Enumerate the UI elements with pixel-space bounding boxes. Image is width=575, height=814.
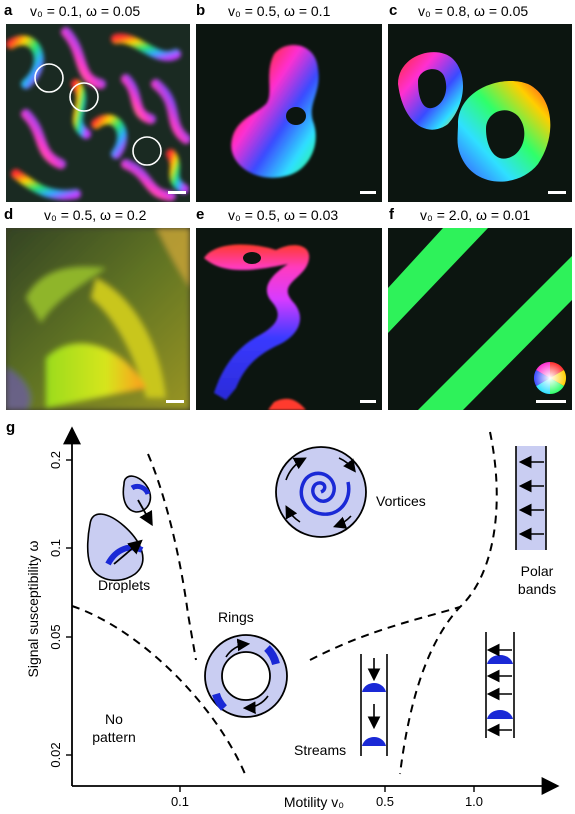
panel-label-f: f: [389, 206, 394, 223]
region-label-rings: Rings: [218, 609, 254, 625]
boundary-rings-vortices: [310, 607, 460, 660]
panel-label-a: a: [4, 2, 12, 19]
y-tick-label-0.02: 0.02: [48, 742, 63, 767]
ring-icon: [205, 635, 287, 717]
streams-icon: [361, 654, 387, 756]
panel-d-image: [6, 228, 190, 410]
panel-d-pattern: [6, 228, 190, 410]
panel-title-b: v₀ = 0.5, ω = 0.1: [228, 3, 330, 19]
panel-label-b: b: [196, 2, 205, 19]
region-label-polar: Polar: [521, 563, 554, 579]
color-wheel-icon: [534, 362, 566, 394]
panel-f-image: [388, 228, 572, 410]
scalebar-a: [168, 191, 186, 194]
panel-b-image: [196, 24, 382, 202]
droplet-icon-small: [123, 476, 151, 523]
panel-title-d: v₀ = 0.5, ω = 0.2: [44, 207, 146, 223]
vortex-icon: [276, 447, 366, 537]
panel-c-image: [388, 24, 572, 202]
panel-title-e: v₀ = 0.5, ω = 0.03: [228, 207, 338, 223]
panel-label-c: c: [389, 2, 397, 19]
region-label-pattern: pattern: [92, 729, 136, 745]
boundary-polar-bands: [400, 432, 497, 774]
x-tick-label-0.1: 0.1: [171, 794, 189, 809]
y-tick-label-0.2: 0.2: [48, 451, 63, 469]
droplet-icon-large: [88, 514, 143, 580]
region-label-droplets: Droplets: [98, 577, 150, 593]
panel-title-a: v₀ = 0.1, ω = 0.05: [30, 3, 140, 19]
phase-diagram: 0.2 0.1 0.05 0.02 0.1 0.5 1.0 Signal sus…: [0, 414, 575, 814]
panel-e-image: [196, 228, 382, 410]
polar-bands-icon-lower: [486, 632, 514, 738]
region-label-streams: Streams: [294, 742, 346, 758]
panel-f-polar-band-pattern: [388, 228, 572, 410]
y-axis-label: Signal susceptibility ω: [25, 540, 41, 677]
panel-title-f: v₀ = 2.0, ω = 0.01: [420, 207, 530, 223]
scalebar-d: [166, 400, 184, 403]
panel-e-stream-pattern: [196, 228, 382, 410]
region-label-no: No: [105, 711, 123, 727]
scalebar-f: [536, 400, 566, 403]
y-tick-label-0.1: 0.1: [48, 539, 63, 557]
panel-c-ring-pattern: [388, 24, 572, 202]
x-tick-label-0.5: 0.5: [376, 794, 394, 809]
x-tick-label-1.0: 1.0: [465, 794, 483, 809]
panel-b-droplet-pattern: [196, 24, 382, 202]
boundary-droplets-rings: [148, 454, 196, 660]
scalebar-b: [360, 191, 376, 194]
panel-a-pattern: [6, 24, 190, 202]
region-label-vortices: Vortices: [376, 493, 426, 509]
x-axis-label: Motility v₀: [284, 794, 344, 810]
region-label-bands: bands: [518, 581, 556, 597]
y-tick-label-0.05: 0.05: [48, 624, 63, 649]
panel-title-c: v₀ = 0.8, ω = 0.05: [418, 3, 528, 19]
panel-label-d: d: [4, 206, 13, 223]
panel-label-e: e: [196, 206, 204, 223]
scalebar-e: [360, 400, 376, 403]
scalebar-c: [548, 191, 566, 194]
polar-bands-icon-upper: [516, 446, 546, 550]
panel-a-image: [6, 24, 190, 202]
